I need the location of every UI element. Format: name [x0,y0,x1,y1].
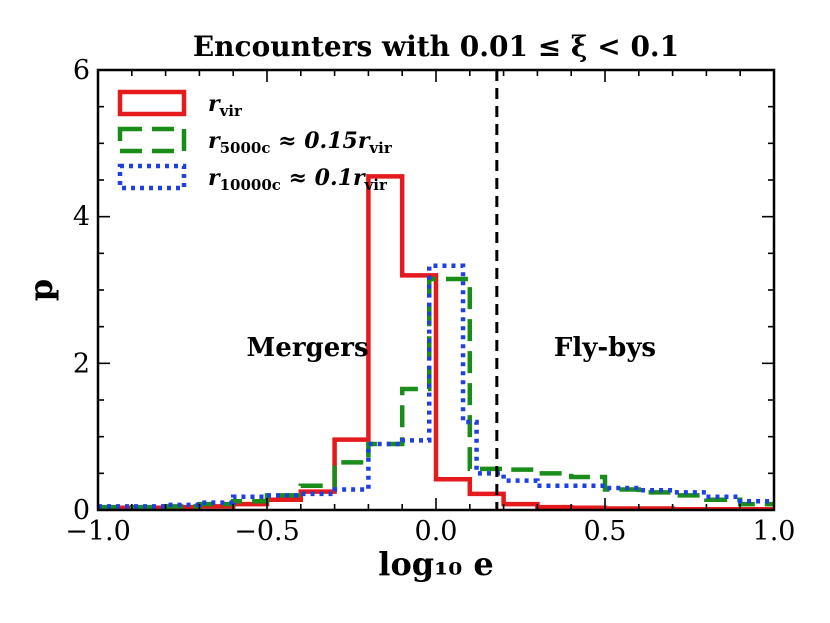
legend-label-0: rvir [208,91,243,120]
x-tick-label: −0.5 [234,516,300,547]
legend-swatch-1 [117,126,187,154]
legend-label-2: r10000c ≈ 0.1rvir [208,165,388,194]
x-tick-label: 0.5 [584,516,627,547]
mergers-label: Mergers [247,333,369,363]
legend-swatch-0 [117,89,187,117]
x-tick-label: 0.0 [415,516,458,547]
chart-title: Encounters with 0.01 ≤ ξ < 0.1 [193,30,679,63]
series-2-step-line [98,263,774,509]
legend-swatch-2 [117,163,187,191]
y-tick-label: 2 [73,348,90,379]
y-tick-label: 4 [73,202,90,233]
y-tick-label: 6 [73,55,90,86]
x-tick-label: 1.0 [753,516,796,547]
legend: rvir r5000c ≈ 0.15rvir r10000c ≈ 0.1rvir [117,89,393,194]
y-axis-label: p [22,279,60,301]
series-layer [98,174,774,510]
x-axis-label: log₁₀ e [378,545,493,583]
annotations-layer: Mergers Fly-bys [247,333,657,363]
flybys-label: Fly-bys [554,333,656,363]
series-0-step-line [98,174,774,510]
x-tick-label: −1.0 [65,516,131,547]
y-tick-label: 0 [73,495,90,526]
ticks-layer: −1.0 −0.5 0.0 0.5 1.0 0 2 4 6 [65,55,795,547]
legend-label-1: r5000c ≈ 0.15rvir [208,128,393,157]
chart-title-group: Encounters with 0.01 ≤ ξ < 0.1 [193,30,679,63]
